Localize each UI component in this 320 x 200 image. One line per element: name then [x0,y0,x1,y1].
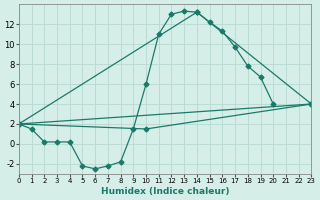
X-axis label: Humidex (Indice chaleur): Humidex (Indice chaleur) [101,187,229,196]
